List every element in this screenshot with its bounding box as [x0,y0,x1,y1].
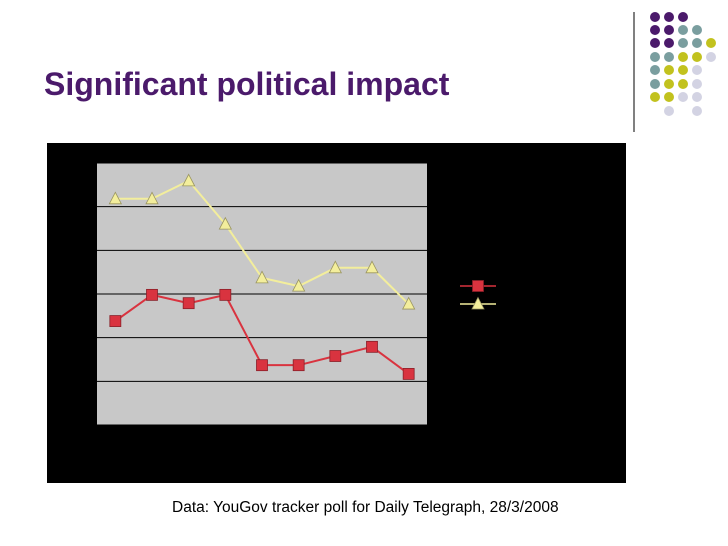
point [292,359,305,372]
point [109,315,122,327]
point [218,216,232,230]
point [365,260,379,274]
point [145,191,159,205]
point [108,191,122,205]
decoration-dots [650,12,716,116]
point [255,270,269,284]
point [402,296,416,310]
point [146,288,158,301]
point [329,350,342,362]
point [292,278,306,292]
point [182,173,196,187]
point [256,359,268,372]
source-note: Data: YouGov tracker poll for Daily Tele… [172,499,559,516]
point [182,297,195,310]
point [328,260,342,274]
point [366,340,378,353]
legend-marker [472,280,484,292]
slide-title: Significant political impact [44,66,450,102]
legend-marker [471,296,485,310]
point [219,288,232,301]
point [402,368,415,380]
